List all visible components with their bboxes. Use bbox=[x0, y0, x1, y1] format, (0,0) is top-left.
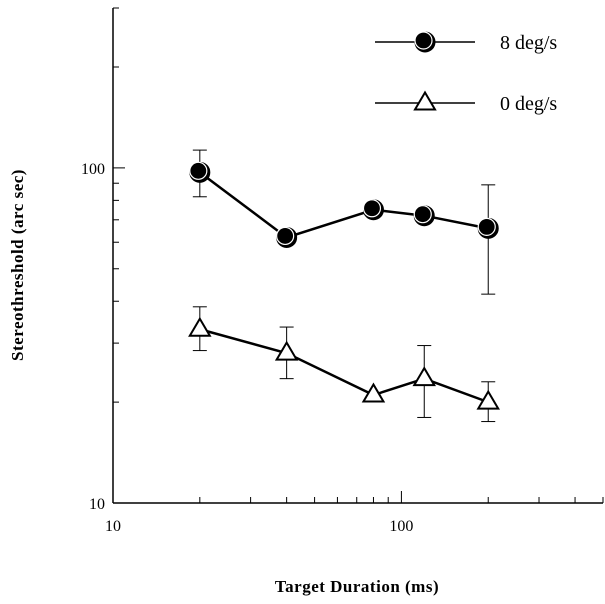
data-point-triangle bbox=[476, 389, 500, 410]
data-point-triangle bbox=[274, 340, 299, 361]
y-axis-label: Stereothreshold (arc sec) bbox=[8, 169, 27, 361]
data-point-circle-highlight bbox=[276, 226, 295, 246]
legend-label: 0 deg/s bbox=[500, 93, 557, 115]
data-point-circle-highlight bbox=[413, 205, 432, 224]
legend-marker-triangle bbox=[413, 90, 437, 111]
data-point-triangle bbox=[412, 366, 436, 387]
y-tick-label: 100 bbox=[81, 161, 105, 178]
axes: 10 100 10 100 bbox=[81, 7, 604, 535]
legend: 8 deg/s 0 deg/s bbox=[375, 31, 557, 115]
data-point-triangle bbox=[361, 382, 386, 403]
x-tick-label: 100 bbox=[389, 518, 413, 535]
data-point-circle-highlight bbox=[477, 217, 496, 236]
data-point-circle-highlight bbox=[362, 199, 382, 218]
data-point-triangle bbox=[188, 316, 212, 337]
y-tick-label: 10 bbox=[89, 496, 105, 513]
legend-marker-circle-highlight bbox=[414, 31, 433, 50]
x-tick-label: 10 bbox=[105, 518, 121, 535]
data-point-circle-highlight bbox=[189, 161, 208, 180]
x-axis-label: Target Duration (ms) bbox=[275, 577, 439, 596]
series-0 bbox=[189, 149, 499, 295]
series-1 bbox=[188, 306, 500, 423]
legend-label: 8 deg/s bbox=[500, 32, 557, 54]
series-line bbox=[199, 171, 489, 239]
series-layer bbox=[188, 149, 500, 423]
series-line bbox=[199, 328, 489, 404]
